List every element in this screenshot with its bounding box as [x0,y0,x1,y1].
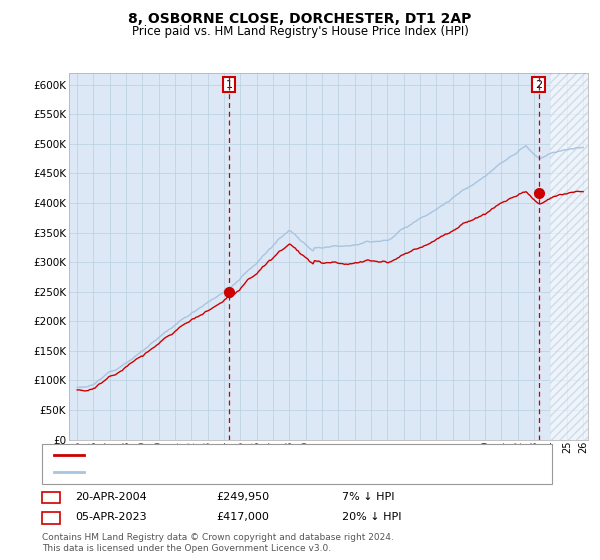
Text: £249,950: £249,950 [216,492,269,502]
Text: 05-APR-2023: 05-APR-2023 [75,512,146,522]
Bar [550,73,588,440]
Text: 20% ↓ HPI: 20% ↓ HPI [342,512,401,522]
Text: 1: 1 [47,492,55,502]
Text: 7% ↓ HPI: 7% ↓ HPI [342,492,395,502]
Text: HPI: Average price, detached house, Dorset: HPI: Average price, detached house, Dors… [90,467,317,477]
Text: 8, OSBORNE CLOSE, DORCHESTER, DT1 2AP: 8, OSBORNE CLOSE, DORCHESTER, DT1 2AP [128,12,472,26]
Text: 2: 2 [535,80,542,90]
Text: £417,000: £417,000 [216,512,269,522]
Text: 20-APR-2004: 20-APR-2004 [75,492,147,502]
Text: 1: 1 [226,80,232,90]
Text: 8, OSBORNE CLOSE, DORCHESTER, DT1 2AP (detached house): 8, OSBORNE CLOSE, DORCHESTER, DT1 2AP (d… [90,450,415,460]
Text: 2: 2 [47,512,55,522]
Text: Price paid vs. HM Land Registry's House Price Index (HPI): Price paid vs. HM Land Registry's House … [131,25,469,38]
Text: Contains HM Land Registry data © Crown copyright and database right 2024.
This d: Contains HM Land Registry data © Crown c… [42,533,394,553]
